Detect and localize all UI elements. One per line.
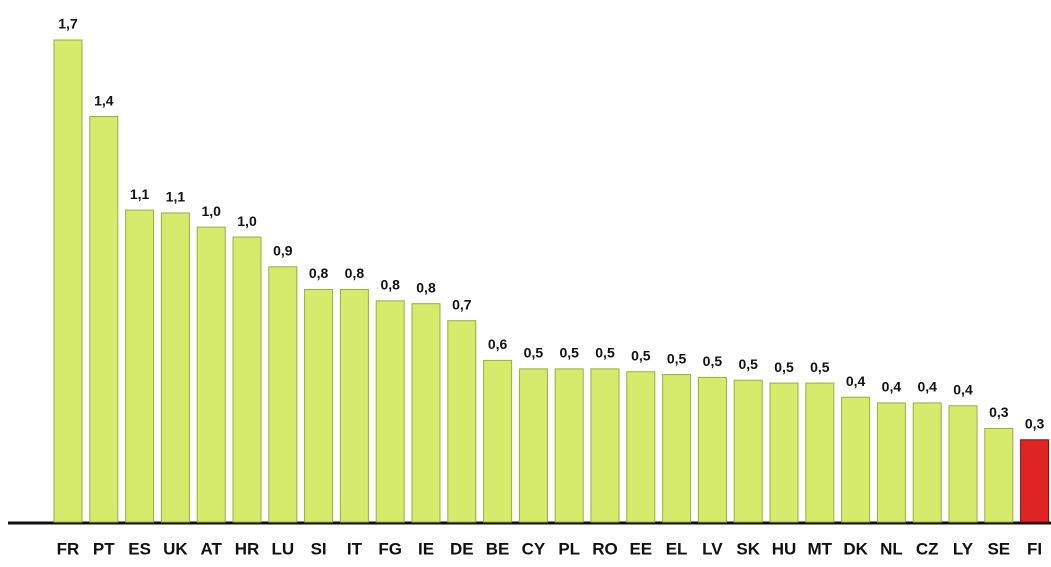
value-label: 1,0 <box>237 213 257 229</box>
value-label: 0,8 <box>345 265 365 281</box>
x-tick-label: HU <box>772 539 797 558</box>
x-tick-label: BE <box>486 539 510 558</box>
value-label: 0,4 <box>882 379 902 395</box>
bar <box>125 209 155 523</box>
value-label: 0,7 <box>452 296 472 312</box>
bar <box>948 405 978 523</box>
bar <box>89 116 119 523</box>
value-label: 0,4 <box>917 379 937 395</box>
bar <box>805 382 835 523</box>
value-label: 0,6 <box>488 336 508 352</box>
value-label: 0,9 <box>273 243 293 259</box>
x-tick-label: LV <box>702 539 723 558</box>
x-tick-label: SE <box>987 539 1010 558</box>
x-tick-label: PT <box>93 539 115 558</box>
bar <box>53 39 83 523</box>
x-tick-label: AT <box>200 539 222 558</box>
x-tick-label: LU <box>271 539 294 558</box>
bar <box>411 303 441 523</box>
x-tick-label: PL <box>558 539 580 558</box>
x-tick-label: CZ <box>916 539 939 558</box>
value-label: 0,5 <box>810 359 830 375</box>
x-tick-label: IE <box>418 539 434 558</box>
value-label: 0,5 <box>738 356 758 372</box>
x-tick-label: FR <box>57 539 80 558</box>
x-tick-label: FG <box>378 539 402 558</box>
x-tick-label: DK <box>843 539 868 558</box>
bar <box>232 236 262 523</box>
value-label: 0,5 <box>667 350 687 366</box>
bar <box>769 382 799 523</box>
x-tick-label: ES <box>128 539 151 558</box>
value-label: 1,0 <box>201 203 221 219</box>
value-label: 0,5 <box>703 353 723 369</box>
bar <box>984 427 1014 523</box>
x-tick-label: EL <box>666 539 688 558</box>
bar <box>626 371 656 523</box>
value-label: 0,8 <box>309 265 329 281</box>
value-label: 0,8 <box>380 277 400 293</box>
x-tick-label: IT <box>347 539 363 558</box>
x-tick-label: SK <box>736 539 760 558</box>
x-tick-label: RO <box>592 539 618 558</box>
x-tick-label: SI <box>311 539 327 558</box>
bar <box>304 289 334 523</box>
value-label: 0,5 <box>559 345 579 361</box>
bar <box>1020 439 1050 523</box>
value-label: 0,4 <box>846 373 866 389</box>
bar <box>697 376 727 523</box>
value-label: 0,3 <box>989 404 1009 420</box>
bar <box>912 402 942 523</box>
value-label: 1,4 <box>94 92 114 108</box>
x-tick-label: UK <box>163 539 188 558</box>
x-tick-label: NL <box>880 539 903 558</box>
bar <box>590 368 620 523</box>
value-label: 0,5 <box>595 345 615 361</box>
x-tick-label: HR <box>235 539 260 558</box>
value-label: 0,5 <box>524 345 544 361</box>
value-label: 0,5 <box>631 347 651 363</box>
bar <box>483 359 513 523</box>
x-tick-label: LY <box>953 539 974 558</box>
value-label: 0,8 <box>416 279 436 295</box>
value-label: 1,1 <box>166 189 186 205</box>
bar <box>518 368 548 523</box>
bar <box>375 300 405 523</box>
x-tick-label: DE <box>450 539 474 558</box>
value-label: 0,5 <box>774 359 794 375</box>
bar <box>554 368 584 523</box>
x-tick-label: CY <box>522 539 546 558</box>
bar <box>196 226 226 523</box>
bar <box>160 212 190 523</box>
bar <box>841 396 871 523</box>
x-tick-label: FI <box>1027 539 1042 558</box>
value-label: 0,3 <box>1025 415 1045 431</box>
bar <box>447 320 477 523</box>
bar <box>733 379 763 523</box>
bar <box>662 374 692 523</box>
value-label: 1,1 <box>130 186 150 202</box>
value-label: 0,4 <box>953 381 973 397</box>
x-tick-label: EE <box>629 539 652 558</box>
bar <box>339 289 369 523</box>
bar <box>268 266 298 523</box>
x-tick-label: MT <box>808 539 833 558</box>
value-label: 1,7 <box>58 16 78 32</box>
bar <box>876 402 906 523</box>
